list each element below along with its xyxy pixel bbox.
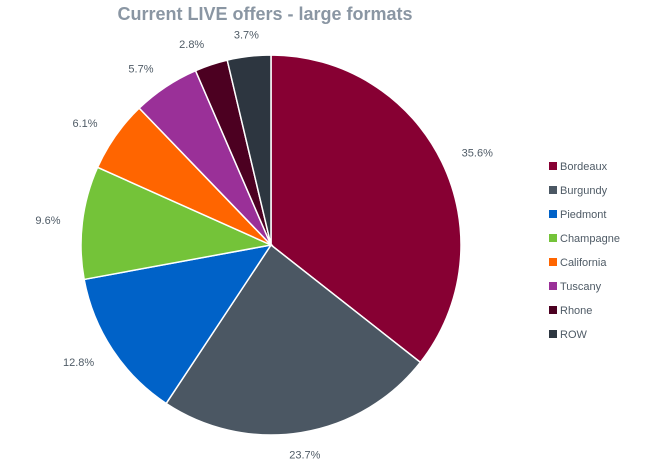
legend-item-rhone: Rhone (549, 305, 592, 317)
legend-item-california: California (549, 257, 607, 269)
pie-slice-champagne (80, 166, 274, 281)
chart-title: Current LIVE offers - large formats (117, 4, 412, 24)
slice-label-piedmont: 12.8% (63, 357, 94, 369)
legend-marker-champagne (549, 234, 557, 242)
pie-slices (80, 54, 462, 436)
legend-marker-piedmont (549, 210, 557, 218)
legend-item-champagne: Champagne (549, 233, 620, 245)
legend-label-burgundy: Burgundy (560, 185, 608, 197)
legend-item-piedmont: Piedmont (549, 209, 606, 221)
legend-marker-bordeaux (549, 162, 557, 170)
slice-labels: 35.6% 23.7% 12.8% 9.6% 6.1% 5.7% 2.8% 3.7% (35, 29, 493, 461)
pie-slice-bordeaux (270, 54, 462, 364)
legend-item-row: ROW (549, 329, 588, 341)
slice-label-rhone: 2.8% (179, 39, 204, 51)
slice-label-row: 3.7% (234, 29, 259, 41)
legend-marker-row (549, 330, 557, 338)
pie-slice-burgundy (165, 243, 422, 436)
slice-label-champagne: 9.6% (35, 215, 60, 227)
legend-item-burgundy: Burgundy (549, 185, 608, 197)
legend-marker-tuscany (549, 282, 557, 290)
legend-label-rhone: Rhone (560, 305, 592, 317)
slice-label-burgundy: 23.7% (289, 449, 320, 461)
legend-marker-california (549, 258, 557, 266)
pie-slice-row (226, 54, 272, 246)
legend-label-piedmont: Piedmont (560, 209, 606, 221)
legend-label-row: ROW (560, 329, 588, 341)
legend-label-champagne: Champagne (560, 233, 620, 245)
pie-slice-piedmont (83, 243, 273, 405)
legend-label-tuscany: Tuscany (560, 281, 602, 293)
slice-label-california: 6.1% (72, 118, 97, 130)
slice-label-tuscany: 5.7% (128, 64, 153, 76)
legend-item-tuscany: Tuscany (549, 281, 602, 293)
legend-marker-burgundy (549, 186, 557, 194)
legend-label-california: California (560, 257, 607, 269)
legend-label-bordeaux: Bordeaux (560, 161, 608, 173)
slice-label-bordeaux: 35.6% (462, 147, 493, 159)
legend-marker-rhone (549, 306, 557, 314)
legend-item-bordeaux: Bordeaux (549, 161, 608, 173)
legend: Bordeaux Burgundy Piedmont Champagne Califor… (549, 161, 620, 341)
